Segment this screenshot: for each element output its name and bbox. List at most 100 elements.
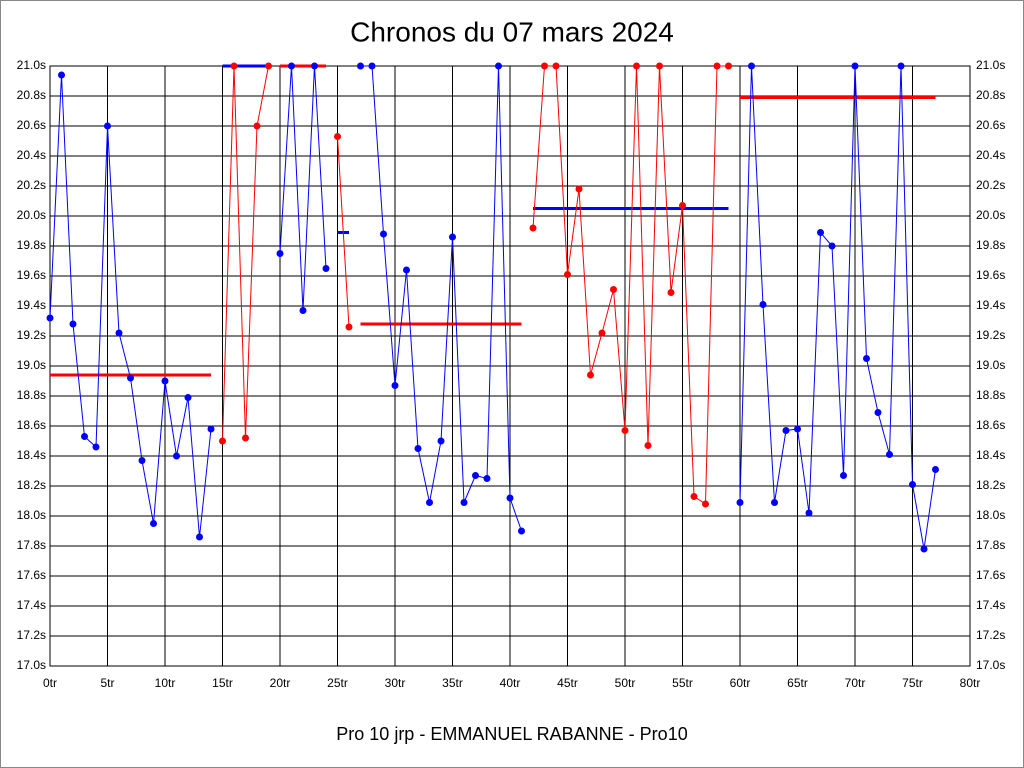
point [368,62,376,70]
point [909,481,916,488]
point [598,329,606,337]
point [702,500,709,508]
x-tick-label: 0tr [43,676,57,690]
point [529,224,537,232]
y-tick-label: 21.0s [17,58,46,72]
point [679,202,686,209]
y-tick-label: 20.4s [17,148,46,162]
point [69,320,77,328]
point [92,443,100,451]
y-tick-label: 18.2s [17,478,46,492]
point [138,457,146,464]
y-tick-label: 18.6s [17,418,46,432]
point [460,499,468,506]
y2-tick-label: 18.4s [976,448,1005,462]
y2-tick-label: 19.0s [976,358,1005,372]
point [449,233,456,241]
x-tick-label: 80tr [960,676,981,690]
y-tick-label: 19.4s [17,298,46,312]
x-tick-label: 75tr [902,676,923,690]
y2-tick-label: 17.0s [976,658,1005,672]
point [391,382,399,389]
y2-tick-label: 17.4s [976,598,1005,612]
y-tick-label: 19.6s [17,268,46,282]
point [357,62,364,70]
point [541,62,548,70]
point [667,289,675,296]
point [840,472,847,479]
point [886,451,893,458]
x-tick-label: 60tr [730,676,751,690]
x-tick-label: 30tr [385,676,406,690]
point [288,62,295,70]
point [782,427,790,434]
y-tick-label: 17.6s [17,568,46,582]
y2-tick-label: 19.6s [976,268,1005,282]
point [437,437,445,445]
point [748,62,755,70]
y-tick-label: 17.2s [17,628,46,642]
point [851,62,859,70]
y2-tick-label: 20.4s [976,148,1005,162]
y2-tick-label: 20.0s [976,208,1005,222]
point [725,62,732,70]
point [690,493,698,500]
chart-title: Chronos du 07 mars 2024 [350,16,674,47]
x-tick-label: 5tr [100,676,114,690]
point [58,71,65,79]
y-tick-label: 20.2s [17,178,46,192]
point [564,271,571,278]
point [230,62,238,70]
series-line [337,136,350,328]
y2-tick-label: 20.8s [976,88,1005,102]
y-tick-label: 17.0s [17,658,46,672]
y-tick-label: 18.0s [17,508,46,522]
point [253,122,261,130]
x-tick-label: 20tr [270,676,291,690]
x-tick-label: 25tr [327,676,348,690]
y2-tick-label: 18.0s [976,508,1005,522]
point [644,442,652,449]
point [552,62,560,70]
point [817,229,824,236]
point [771,499,778,506]
point [334,133,341,140]
y-tick-label: 17.4s [17,598,46,612]
point [920,545,928,553]
point [276,250,284,257]
y-tick-label: 18.4s [17,448,46,462]
y2-tick-label: 18.8s [976,388,1005,402]
point [46,314,54,322]
point [184,394,192,401]
x-tick-label: 40tr [500,676,521,690]
y2-tick-label: 20.2s [976,178,1005,192]
y2-tick-label: 19.4s [976,298,1005,312]
y2-tick-label: 18.6s [976,418,1005,432]
y2-tick-label: 19.2s [976,328,1005,342]
y2-tick-label: 17.6s [976,568,1005,582]
x-tick-label: 35tr [442,676,463,690]
point [621,427,629,434]
y-tick-label: 20.6s [17,118,46,132]
y-tick-label: 19.0s [17,358,46,372]
y2-tick-label: 17.2s [976,628,1005,642]
y-tick-label: 18.8s [17,388,46,402]
x-axis-label: Pro 10 jrp - EMMANUEL RABANNE - Pro10 [336,724,687,744]
point [219,437,226,445]
x-tick-label: 65tr [787,676,808,690]
point [736,499,744,506]
point [472,472,479,479]
y-tick-label: 20.0s [17,208,46,222]
y-tick-label: 20.8s [17,88,46,102]
y-tick-label: 19.2s [17,328,46,342]
y-tick-label: 19.8s [17,238,46,252]
point [414,445,422,452]
x-tick-label: 10tr [155,676,176,690]
point [633,62,640,70]
point [874,409,882,416]
point [311,62,318,70]
point [713,62,721,70]
x-tick-label: 55tr [672,676,693,690]
point [322,265,330,272]
